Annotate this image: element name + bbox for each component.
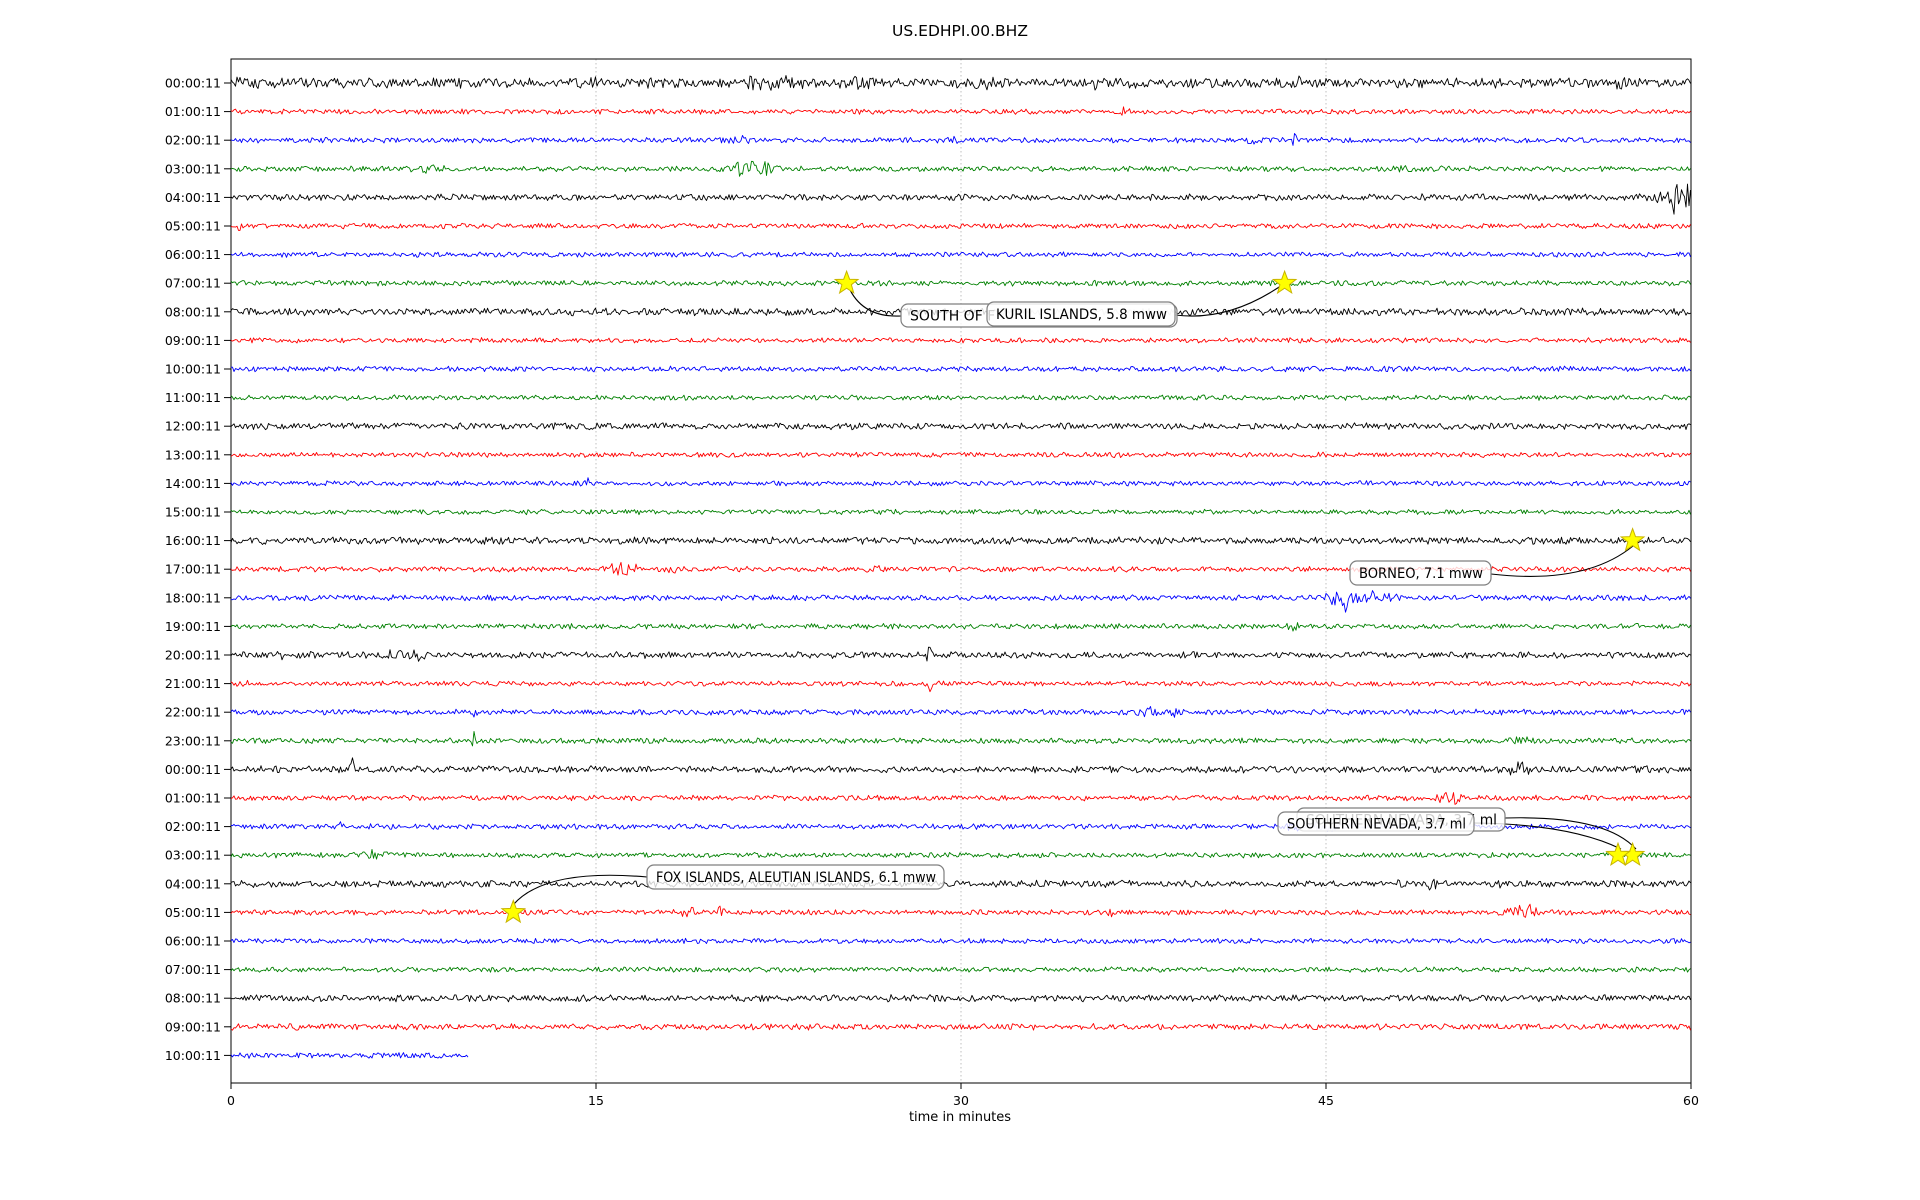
leader-line xyxy=(1504,817,1637,850)
seismo-trace-row xyxy=(230,183,1691,215)
seismo-trace-row xyxy=(230,251,1691,258)
seismo-trace-row xyxy=(230,646,1691,662)
leader-line xyxy=(512,874,648,906)
row-time-label: 05:00:11 xyxy=(165,219,221,234)
row-time-label: 06:00:11 xyxy=(165,247,221,262)
row-time-label: 01:00:11 xyxy=(165,104,221,119)
x-axis-label: time in minutes xyxy=(908,1110,1012,1125)
event-label: FOX ISLANDS, ALEUTIAN ISLANDS, 6.1 mww xyxy=(656,870,936,886)
row-time-label: 21:00:11 xyxy=(165,676,221,691)
event-star-icon xyxy=(500,898,527,924)
seismo-trace-row xyxy=(230,731,1691,747)
row-time-label: 16:00:11 xyxy=(165,533,221,548)
seismo-trace-row xyxy=(230,222,1691,231)
seismo-trace-row xyxy=(231,590,1691,613)
event-label: KURIL ISLANDS, 5.8 mww xyxy=(996,307,1167,323)
event-label-box xyxy=(646,864,945,890)
event-label: SOUTHERN NEVADA, 3.7 ml xyxy=(1287,817,1466,833)
event-star-icon xyxy=(1605,841,1631,867)
row-time-label: 15:00:11 xyxy=(165,505,221,520)
x-tick-label: 0 xyxy=(227,1093,235,1108)
row-time-label: 00:00:11 xyxy=(165,762,221,777)
row-time-label: 08:00:11 xyxy=(165,991,221,1006)
leader-line xyxy=(1174,282,1286,317)
seismo-trace-row xyxy=(230,75,1691,91)
seismo-trace-row xyxy=(230,422,1691,431)
row-time-label: 02:00:11 xyxy=(165,819,221,834)
row-time-label: 08:00:11 xyxy=(165,304,221,319)
seismo-trace-row xyxy=(230,133,1691,146)
x-tick-label: 60 xyxy=(1683,1093,1699,1108)
seismo-trace-row xyxy=(230,878,1691,891)
row-time-label: 07:00:11 xyxy=(165,962,221,977)
row-time-label: 04:00:11 xyxy=(165,876,221,891)
row-time-label: 20:00:11 xyxy=(165,648,221,663)
seismo-trace-row xyxy=(230,903,1691,918)
event-label-box xyxy=(986,301,1176,327)
seismo-trace-row xyxy=(230,1023,1691,1031)
row-time-label: 07:00:11 xyxy=(165,276,221,291)
event-label: BORNEO, 7.1 mww xyxy=(1359,566,1483,582)
row-time-label: 03:00:11 xyxy=(165,848,221,863)
row-time-label: 10:00:11 xyxy=(165,1048,221,1063)
seismo-trace-row xyxy=(230,160,1691,177)
seismo-trace-row xyxy=(230,279,1691,287)
seismo-trace-row xyxy=(230,679,1691,693)
plot-title: US.EDHPI.00.BHZ xyxy=(892,22,1028,40)
row-time-label: 09:00:11 xyxy=(165,333,221,348)
seismo-trace-row xyxy=(230,394,1691,401)
seismo-trace-row xyxy=(230,994,1691,1003)
row-time-label: 04:00:11 xyxy=(165,190,221,205)
seismo-trace-row xyxy=(230,757,1691,776)
seismo-trace-row xyxy=(230,451,1691,458)
seismo-trace-row xyxy=(230,508,1691,516)
seismo-trace-row xyxy=(230,791,1691,805)
row-time-label: 01:00:11 xyxy=(165,791,221,806)
row-time-label: 17:00:11 xyxy=(165,562,221,577)
x-tick-label: 45 xyxy=(1318,1093,1334,1108)
row-time-label: 19:00:11 xyxy=(165,619,221,634)
event-label-box xyxy=(1277,811,1475,836)
x-tick-label: 30 xyxy=(953,1093,969,1108)
seismo-trace-row xyxy=(230,106,1691,116)
seismo-trace-row xyxy=(230,365,1691,373)
row-time-label: 22:00:11 xyxy=(165,705,221,720)
event-star-icon xyxy=(1271,269,1298,295)
row-time-label: 18:00:11 xyxy=(165,590,221,605)
seismo-trace-row xyxy=(230,1052,469,1059)
seismo-trace-row xyxy=(230,937,1691,945)
seismo-trace-row xyxy=(230,337,1691,344)
seismo-trace-row xyxy=(230,849,1691,860)
x-tick-label: 15 xyxy=(588,1093,604,1108)
row-time-label: 11:00:11 xyxy=(165,390,221,405)
seismo-trace-row xyxy=(230,477,1691,487)
row-time-label: 10:00:11 xyxy=(165,362,221,377)
row-time-label: 23:00:11 xyxy=(165,733,221,748)
row-time-label: 00:00:11 xyxy=(165,76,221,91)
seismo-trace-row xyxy=(230,536,1691,545)
row-time-label: 12:00:11 xyxy=(165,419,221,434)
seismo-trace-row xyxy=(230,706,1691,718)
event-label: SOUTH OF F xyxy=(910,309,995,325)
row-time-label: 02:00:11 xyxy=(165,133,221,148)
row-time-label: 13:00:11 xyxy=(165,447,221,462)
row-time-label: 06:00:11 xyxy=(165,934,221,949)
event-star-icon xyxy=(1619,527,1646,552)
row-time-label: 09:00:11 xyxy=(165,1019,221,1034)
row-time-label: 03:00:11 xyxy=(165,161,221,176)
row-time-label: 05:00:11 xyxy=(165,905,221,920)
seismo-trace-row xyxy=(230,966,1691,973)
leader-line xyxy=(1490,545,1634,577)
seismo-trace-row xyxy=(230,622,1691,632)
event-label-box xyxy=(1349,560,1492,586)
row-time-label: 14:00:11 xyxy=(165,476,221,491)
event-star-icon xyxy=(833,269,860,295)
